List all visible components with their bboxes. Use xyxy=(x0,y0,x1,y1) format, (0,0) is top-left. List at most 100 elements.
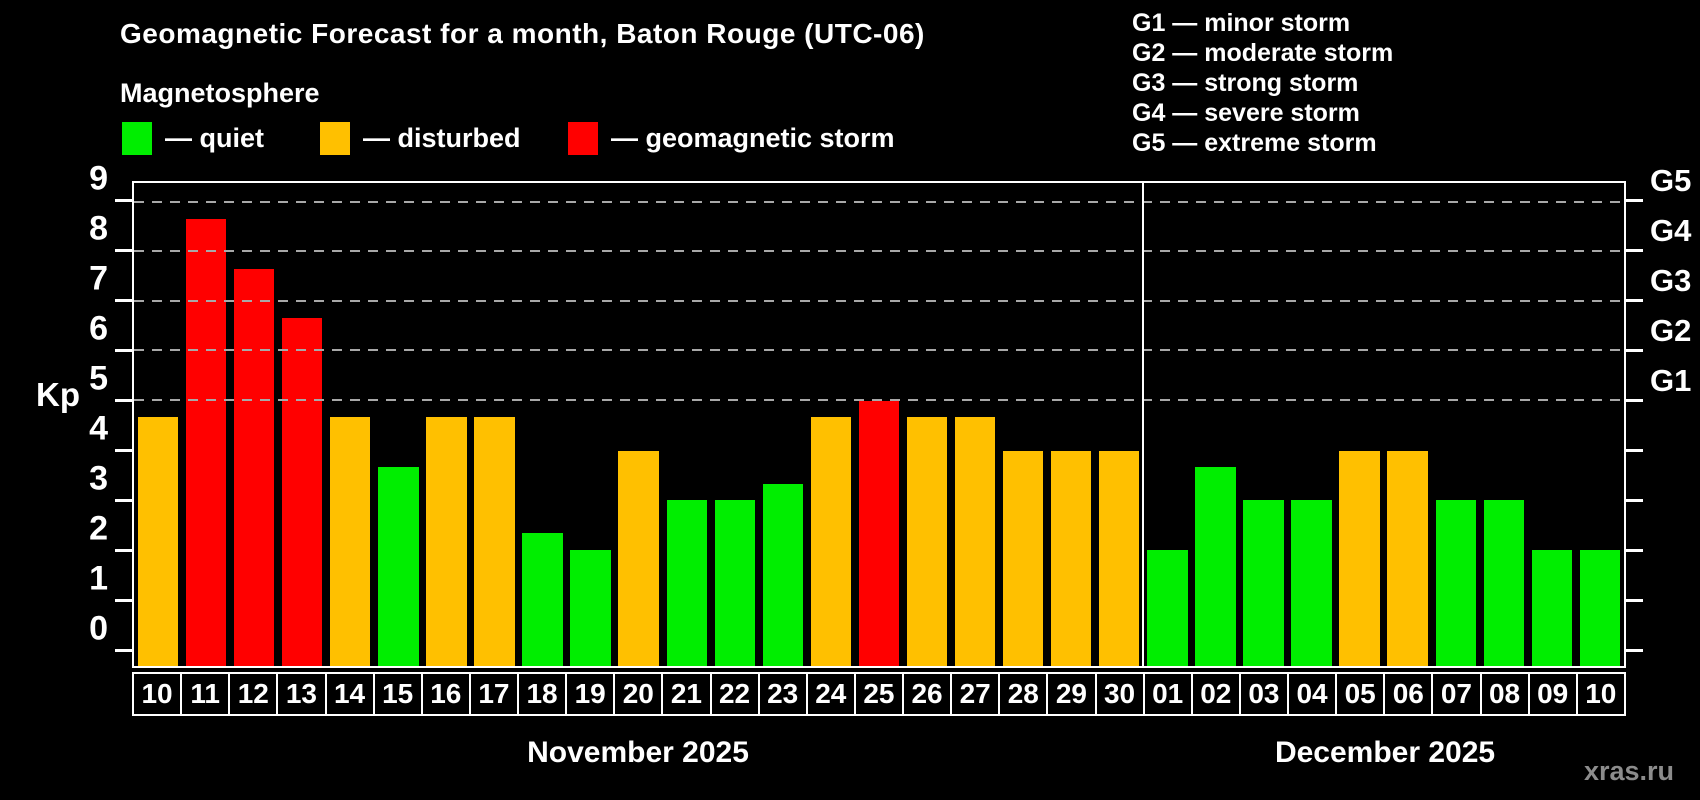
right-tick-8 xyxy=(1626,248,1643,252)
day-label-dec-07: 07 xyxy=(1433,674,1482,714)
day-label-dec-01: 01 xyxy=(1145,674,1193,714)
day-label-dec-10: 10 xyxy=(1585,678,1617,709)
kp-bar-nov-11 xyxy=(185,219,227,666)
left-tick-5 xyxy=(115,398,132,402)
g-legend-g3: G3 — strong storm xyxy=(1132,69,1359,97)
day-label-nov-25: 25 xyxy=(856,674,904,714)
y-tick-label-0: 0 xyxy=(89,609,108,648)
right-tick-2 xyxy=(1626,548,1643,552)
left-tick-3 xyxy=(115,498,132,502)
bar-slot-nov-15 xyxy=(374,183,422,666)
storm-color-swatch xyxy=(568,122,598,155)
kp-bar-nov-24 xyxy=(810,417,852,666)
month-divider xyxy=(1142,183,1145,666)
legend-item-storm: — geomagnetic storm xyxy=(568,122,895,155)
kp-bar-dec-07 xyxy=(1435,500,1476,666)
kp-bar-dec-09 xyxy=(1531,549,1573,666)
day-label-nov-12: 12 xyxy=(230,674,279,714)
right-tick-0 xyxy=(1626,648,1643,652)
chart-subtitle: Magnetosphere xyxy=(120,78,320,108)
right-tick-9 xyxy=(1626,198,1643,202)
kp-bar-nov-14 xyxy=(330,417,371,666)
bar-slot-nov-24 xyxy=(807,183,855,666)
bar-slot-dec-09 xyxy=(1528,183,1576,666)
day-label-nov-17: 17 xyxy=(471,674,519,714)
bar-slot-dec-02 xyxy=(1191,183,1239,666)
kp-bar-nov-17 xyxy=(474,417,515,666)
y-tick-label-7: 7 xyxy=(89,259,108,298)
left-tick-6 xyxy=(115,348,132,352)
y-axis-label: Kp xyxy=(36,376,80,413)
day-label-nov-13: 13 xyxy=(278,674,327,714)
bar-slot-nov-25 xyxy=(855,183,903,666)
right-tick-1 xyxy=(1626,598,1643,602)
legend-item-quiet: — quiet xyxy=(122,122,264,155)
right-tick-3 xyxy=(1626,498,1643,502)
bar-slot-dec-06 xyxy=(1384,183,1432,666)
kp-bar-nov-12 xyxy=(233,268,275,666)
left-tick-0 xyxy=(115,648,132,652)
day-label-nov-19: 19 xyxy=(567,674,616,714)
kp-bar-nov-27 xyxy=(954,417,996,666)
kp-bar-nov-20 xyxy=(618,450,659,666)
left-tick-7 xyxy=(115,298,132,302)
kp-bar-nov-13 xyxy=(282,318,323,666)
day-label-dec-02: 02 xyxy=(1193,674,1241,714)
page-title: Geomagnetic Forecast for a month, Baton … xyxy=(120,18,925,49)
day-label-nov-28: 28 xyxy=(1000,674,1049,714)
g-axis-label-g1: G1 xyxy=(1650,362,1692,398)
day-label-nov-20: 20 xyxy=(615,674,664,714)
g-legend-g1: G1 — minor storm xyxy=(1132,9,1351,37)
g-legend-g4: G4 — severe storm xyxy=(1132,99,1360,127)
kp-bar-nov-19 xyxy=(570,549,611,666)
g-axis-label-g2: G2 xyxy=(1650,312,1692,348)
gridline-kp-6 xyxy=(134,349,1624,352)
day-label-nov-11: 11 xyxy=(182,674,231,714)
bar-slot-nov-23 xyxy=(759,183,807,666)
bar-slot-dec-08 xyxy=(1480,183,1528,666)
bar-slot-nov-21 xyxy=(663,183,711,666)
bar-slot-dec-05 xyxy=(1336,183,1384,666)
bar-slot-nov-16 xyxy=(422,183,470,666)
day-label-nov-23: 23 xyxy=(760,674,808,714)
day-label-dec-08: 08 xyxy=(1482,674,1530,714)
bar-slot-dec-03 xyxy=(1239,183,1287,666)
chart-plot-area xyxy=(132,181,1626,668)
kp-bar-dec-06 xyxy=(1387,450,1428,666)
bar-slot-nov-17 xyxy=(470,183,518,666)
kp-bar-nov-16 xyxy=(426,417,467,666)
kp-bar-dec-08 xyxy=(1483,500,1524,666)
bar-slot-nov-29 xyxy=(1047,183,1095,666)
y-tick-label-4: 4 xyxy=(89,409,108,448)
gridline-kp-8 xyxy=(134,250,1624,253)
day-label-nov-16: 16 xyxy=(423,674,471,714)
g-axis-label-g3: G3 xyxy=(1650,262,1692,298)
day-label-nov-29: 29 xyxy=(1048,674,1097,714)
day-label-nov-10: 10 xyxy=(134,674,183,714)
quiet-color-swatch xyxy=(122,122,152,155)
right-tick-4 xyxy=(1626,448,1643,452)
kp-bar-nov-18 xyxy=(522,533,563,666)
kp-bar-nov-30 xyxy=(1099,450,1140,666)
bar-slot-nov-14 xyxy=(326,183,374,666)
bar-slot-nov-30 xyxy=(1095,183,1143,666)
bar-slot-nov-10 xyxy=(134,183,182,666)
right-tick-5 xyxy=(1626,398,1643,402)
bar-slot-nov-13 xyxy=(278,183,326,666)
disturbed-color-swatch xyxy=(320,122,350,155)
right-tick-6 xyxy=(1626,348,1643,352)
g-scale-legend: G1 — minor storm G2 — moderate storm G3 … xyxy=(1132,8,1393,158)
right-tick-7 xyxy=(1626,298,1643,302)
kp-bar-dec-02 xyxy=(1195,466,1236,666)
legend-label-disturbed: — disturbed xyxy=(363,123,521,153)
day-label-nov-26: 26 xyxy=(904,674,953,714)
gridline-kp-7 xyxy=(134,299,1624,302)
kp-bar-nov-29 xyxy=(1051,450,1092,666)
bar-slot-nov-28 xyxy=(999,183,1047,666)
bar-slot-dec-07 xyxy=(1432,183,1480,666)
kp-bar-nov-26 xyxy=(906,417,948,666)
g-axis-label-g5: G5 xyxy=(1650,162,1692,198)
y-tick-label-8: 8 xyxy=(89,209,108,248)
g-legend-g2: G2 — moderate storm xyxy=(1132,39,1394,67)
left-tick-9 xyxy=(115,198,132,202)
